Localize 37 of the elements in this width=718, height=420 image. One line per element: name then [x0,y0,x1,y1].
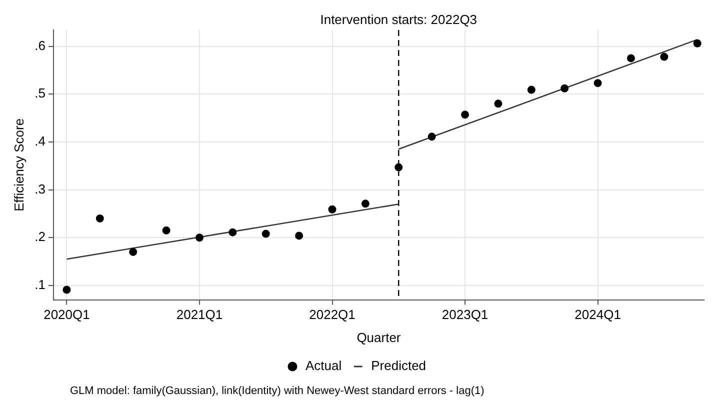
point [228,228,237,236]
point [162,226,170,234]
point [129,248,138,256]
point [262,230,270,238]
point [494,100,502,108]
text: Intervention starts: 2022Q3 [320,12,478,28]
point [428,132,436,141]
point [394,163,403,172]
point [328,205,336,214]
y-tick-label: .5 [34,86,46,101]
legend-label: Predicted [371,358,426,374]
x-tick-label: 2024Q1 [574,307,621,322]
point [594,79,602,88]
x-tick-label: 2022Q1 [309,307,356,322]
y-tick-label: .2 [34,229,46,244]
x-tick-label: 2021Q1 [176,307,223,322]
y-tick-label: .6 [34,38,46,53]
y-tick-label: .4 [34,134,46,149]
point [527,86,536,94]
y-axis-title: Efficiency Score [11,118,26,212]
point [660,52,668,61]
point [461,110,470,119]
x-axis-title: Quarter [356,330,402,345]
point [560,84,569,92]
x-tick-label: 2020Q1 [44,307,90,322]
point [626,54,635,62]
point [195,234,204,242]
point [96,214,104,222]
y-tick-label: .1 [34,277,46,292]
legend-label: Actual [305,358,342,374]
point [693,39,702,48]
point [62,286,71,294]
text: GLM model: family(Gaussian), link(Identity) with Newey-West standard errors - lag(1) [70,385,486,397]
x-tick-label: 2023Q1 [442,307,488,322]
point [361,200,370,208]
point [295,232,304,240]
y-tick-label: .3 [34,181,46,196]
